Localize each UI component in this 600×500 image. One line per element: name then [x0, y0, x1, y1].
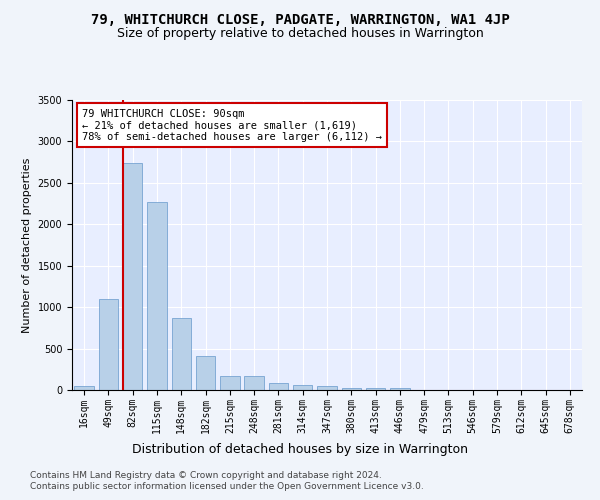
Text: Size of property relative to detached houses in Warrington: Size of property relative to detached ho… [116, 28, 484, 40]
Y-axis label: Number of detached properties: Number of detached properties [22, 158, 32, 332]
Bar [99, 299, 118, 390]
Bar [74, 386, 94, 390]
Bar [317, 386, 337, 390]
Text: 79, WHITCHURCH CLOSE, PADGATE, WARRINGTON, WA1 4JP: 79, WHITCHURCH CLOSE, PADGATE, WARRINGTO… [91, 12, 509, 26]
Bar [269, 382, 288, 390]
Text: Contains HM Land Registry data © Crown copyright and database right 2024.: Contains HM Land Registry data © Crown c… [30, 471, 382, 480]
Text: Contains public sector information licensed under the Open Government Licence v3: Contains public sector information licen… [30, 482, 424, 491]
Bar [123, 163, 142, 390]
Bar [390, 388, 410, 390]
Bar [244, 376, 264, 390]
Bar [366, 388, 385, 390]
Bar [172, 318, 191, 390]
Text: Distribution of detached houses by size in Warrington: Distribution of detached houses by size … [132, 442, 468, 456]
Bar [196, 356, 215, 390]
Bar [341, 388, 361, 390]
Bar [147, 202, 167, 390]
Text: 79 WHITCHURCH CLOSE: 90sqm
← 21% of detached houses are smaller (1,619)
78% of s: 79 WHITCHURCH CLOSE: 90sqm ← 21% of deta… [82, 108, 382, 142]
Bar [220, 376, 239, 390]
Bar [293, 386, 313, 390]
